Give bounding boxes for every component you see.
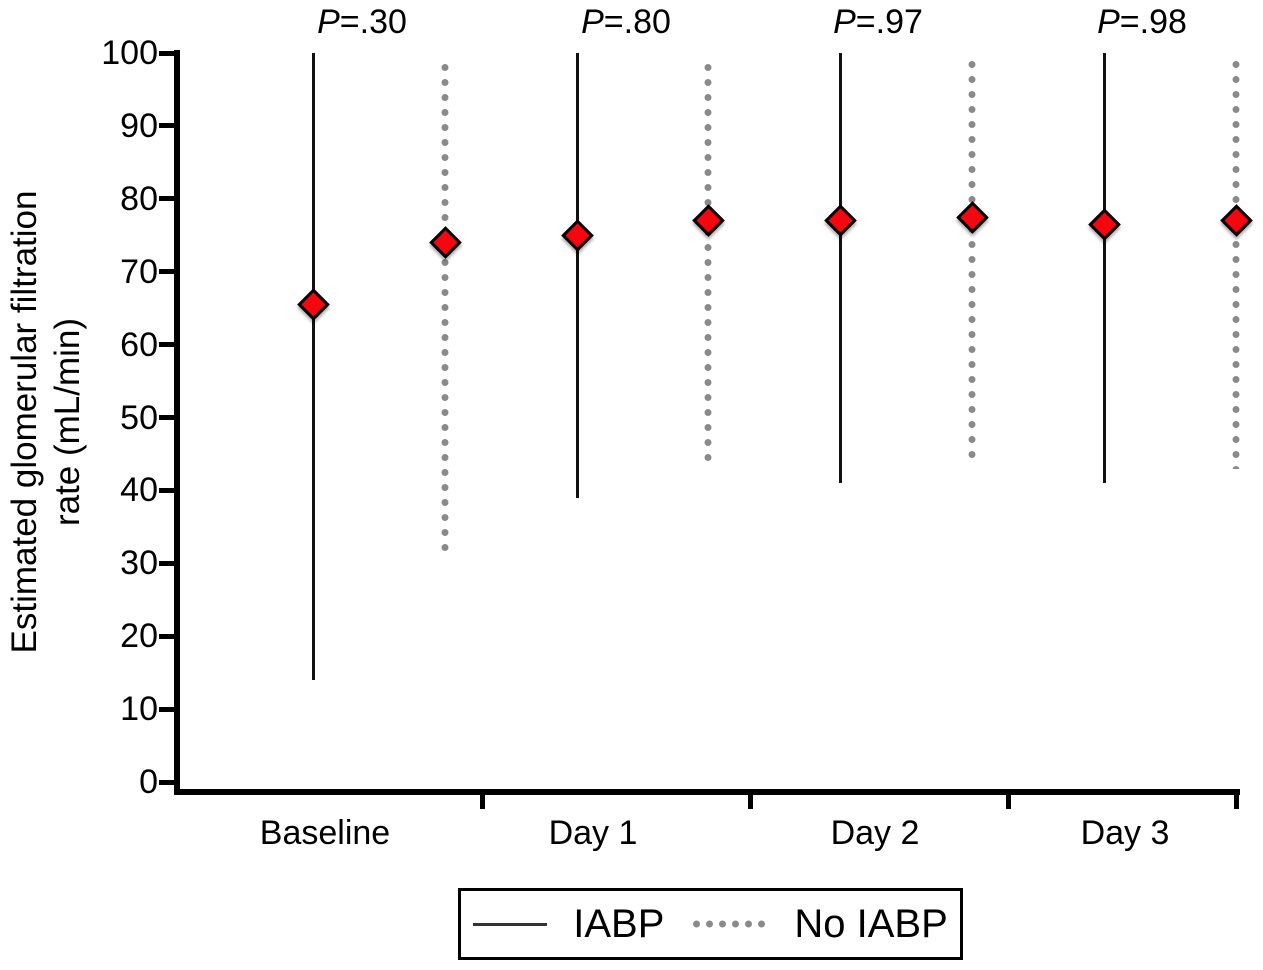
y-tick-label-70: 70	[120, 252, 158, 291]
mean-marker-iabp-day-3	[1087, 208, 1121, 241]
y-axis-tick-60	[159, 342, 175, 348]
x-axis-tick-2	[1005, 795, 1011, 809]
mean-marker-iabp-baseline	[296, 288, 330, 321]
errorbar-iabp-baseline	[311, 53, 315, 680]
p-value-label-baseline: P=.30	[317, 3, 407, 41]
y-axis-tick-10	[159, 706, 175, 712]
y-tick-label-90: 90	[120, 106, 158, 145]
x-axis-tick-3	[1233, 795, 1239, 809]
mean-marker-no-iabp-day-1	[691, 204, 725, 237]
y-tick-label-40: 40	[120, 471, 158, 510]
p-value-label-day-3: P=.98	[1097, 3, 1187, 41]
y-tick-label-80: 80	[120, 179, 158, 218]
mean-marker-no-iabp-baseline	[428, 226, 462, 259]
x-axis-tick-0	[479, 795, 485, 809]
errorbar-iabp-day-1	[575, 53, 579, 498]
x-axis-tick-1	[747, 795, 753, 809]
p-value-label-day-2: P=.97	[833, 3, 923, 41]
x-category-label-day-3: Day 3	[1080, 814, 1170, 852]
y-axis-tick-90	[159, 123, 175, 129]
y-tick-label-20: 20	[120, 617, 158, 656]
errorbar-iabp-day-2	[838, 53, 842, 484]
legend-dotted-line-sample	[690, 920, 769, 928]
y-axis-tick-20	[159, 633, 175, 639]
x-category-label-baseline: Baseline	[259, 814, 391, 852]
mean-marker-no-iabp-day-2	[955, 200, 989, 234]
legend-solid-line-sample	[473, 922, 548, 926]
y-axis-line	[174, 50, 180, 795]
y-axis-tick-50	[159, 415, 175, 420]
errorbar-no-iabp-day-1	[704, 60, 712, 469]
mean-marker-iabp-day-1	[560, 218, 594, 252]
y-tick-label-0: 0	[139, 763, 158, 801]
y-axis-tick-0	[159, 779, 175, 785]
mean-marker-no-iabp-day-3	[1219, 204, 1253, 237]
y-axis-tick-30	[159, 560, 175, 566]
y-tick-label-10: 10	[120, 690, 158, 729]
mean-marker-iabp-day-2	[823, 204, 857, 237]
errorbar-no-iabp-day-2	[968, 56, 976, 465]
legend-box: IABP No IABP	[458, 888, 963, 960]
x-category-label-day-1: Day 1	[548, 814, 638, 852]
x-axis-line	[174, 789, 1240, 795]
x-category-label-day-2: Day 2	[830, 814, 920, 852]
errorbar-no-iabp-day-3	[1232, 56, 1240, 469]
y-axis-tick-80	[159, 196, 175, 202]
y-tick-label-50: 50	[120, 398, 158, 437]
p-value-label-day-1: P=.80	[581, 3, 671, 41]
errorbar-no-iabp-baseline	[441, 60, 449, 556]
legend-label-no-iabp: No IABP	[794, 902, 948, 946]
y-tick-label-100: 100	[101, 34, 158, 72]
y-tick-label-60: 60	[120, 325, 158, 364]
y-axis-tick-40	[159, 487, 175, 493]
errorbar-iabp-day-3	[1102, 53, 1106, 484]
legend-label-iabp: IABP	[573, 902, 665, 946]
y-tick-label-30: 30	[120, 544, 158, 583]
y-axis-tick-100	[159, 50, 175, 56]
y-axis-tick-70	[159, 269, 175, 275]
